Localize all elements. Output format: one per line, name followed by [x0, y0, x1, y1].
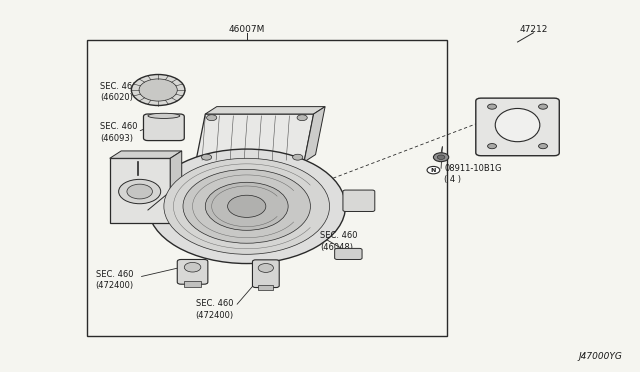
Circle shape — [118, 179, 161, 204]
Text: SEC. 460
(472400): SEC. 460 (472400) — [196, 299, 234, 320]
Polygon shape — [304, 107, 325, 162]
Polygon shape — [205, 107, 325, 114]
Polygon shape — [109, 151, 182, 158]
Polygon shape — [109, 158, 170, 223]
Circle shape — [297, 115, 307, 121]
FancyBboxPatch shape — [335, 248, 362, 260]
FancyBboxPatch shape — [143, 114, 184, 141]
Text: J47000YG: J47000YG — [579, 352, 623, 361]
Bar — [258, 285, 273, 290]
Circle shape — [539, 104, 547, 109]
Circle shape — [131, 74, 185, 106]
Text: 46007M: 46007M — [228, 25, 265, 33]
Circle shape — [427, 166, 440, 174]
Circle shape — [148, 149, 346, 263]
Circle shape — [127, 184, 152, 199]
Text: 47212: 47212 — [519, 25, 548, 33]
Circle shape — [228, 195, 266, 217]
Bar — [184, 281, 202, 287]
Circle shape — [539, 144, 547, 149]
FancyBboxPatch shape — [177, 260, 208, 284]
Text: N: N — [431, 168, 436, 173]
Circle shape — [139, 79, 177, 101]
Ellipse shape — [495, 109, 540, 142]
Circle shape — [258, 263, 273, 272]
Text: SEC. 460
(472400): SEC. 460 (472400) — [96, 270, 134, 291]
Text: 08911-10B1G
( 4 ): 08911-10B1G ( 4 ) — [444, 164, 502, 184]
FancyBboxPatch shape — [343, 190, 375, 211]
Ellipse shape — [148, 113, 180, 118]
Bar — [88, 40, 447, 336]
Circle shape — [207, 115, 217, 121]
Text: SEC. 460
(46020): SEC. 460 (46020) — [100, 81, 138, 102]
Polygon shape — [196, 114, 314, 162]
Circle shape — [184, 262, 201, 272]
Circle shape — [183, 169, 310, 243]
Circle shape — [488, 104, 497, 109]
Text: SEC. 460
(46093): SEC. 460 (46093) — [100, 122, 138, 143]
Polygon shape — [170, 151, 182, 223]
Text: SEC. 460
(46048): SEC. 460 (46048) — [320, 231, 358, 251]
Circle shape — [488, 144, 497, 149]
FancyBboxPatch shape — [252, 260, 279, 288]
Circle shape — [202, 154, 212, 160]
Circle shape — [205, 182, 288, 230]
Circle shape — [292, 154, 303, 160]
FancyBboxPatch shape — [476, 98, 559, 156]
Circle shape — [433, 153, 449, 161]
Circle shape — [164, 158, 330, 254]
Circle shape — [437, 155, 445, 160]
